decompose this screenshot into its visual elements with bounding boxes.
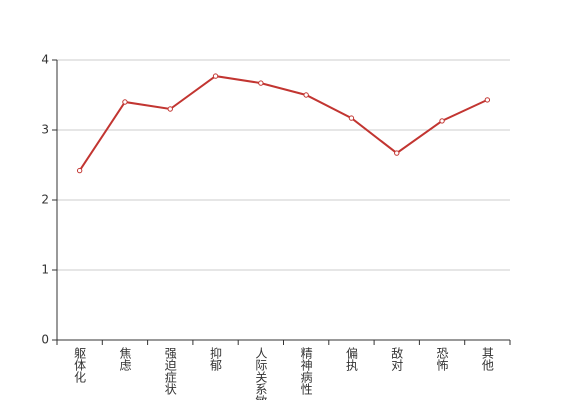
x-tick-label: 躯体化 (73, 346, 87, 384)
y-tick-label: 1 (41, 263, 49, 277)
point (167, 106, 173, 112)
x-tick-label: 恐怖 (435, 347, 449, 371)
point (258, 80, 264, 86)
x-tick-label: 抑郁 (209, 346, 223, 372)
x-tick-label: 敌对 (390, 346, 404, 371)
point (484, 97, 491, 103)
x-tick-label: 其他 (480, 347, 494, 371)
point (394, 150, 400, 156)
x-tick-label: 焦虑 (118, 347, 132, 371)
point (303, 92, 309, 98)
x-tick-label: 强迫症状 (163, 347, 177, 395)
y-tick-label: 2 (41, 193, 49, 207)
point (76, 167, 83, 174)
x-tick-label: 精神病性 (299, 347, 313, 396)
y-tick-label: 0 (41, 333, 49, 347)
line (78, 75, 488, 172)
point (212, 73, 219, 79)
y-tick-label: 4 (41, 53, 49, 67)
point (348, 115, 355, 121)
point (122, 99, 128, 105)
y-tick-label: 3 (41, 123, 49, 137)
x-tick-label: 人际关系敏感 (254, 347, 268, 400)
point (439, 118, 445, 124)
x-tick-label: 偏执 (344, 346, 358, 372)
